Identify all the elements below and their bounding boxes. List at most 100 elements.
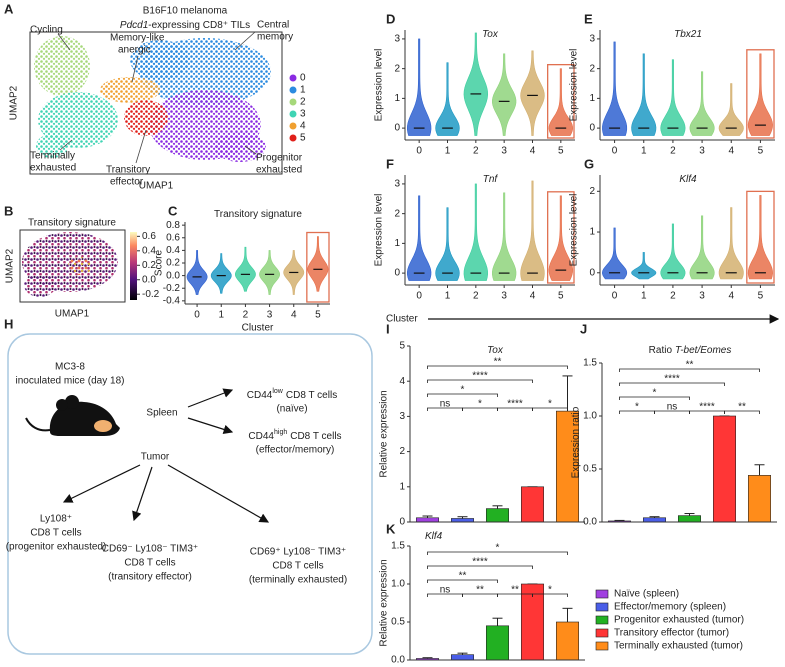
legend-label: 0: [300, 73, 306, 84]
legend-swatch: [289, 74, 297, 82]
population: CD8 T cells: [124, 558, 175, 569]
significance-bracket: [427, 579, 498, 583]
y-axis-label: Relative expression: [379, 559, 390, 646]
y-tick-label: 0.6: [166, 232, 180, 243]
y-tick-label: 0.2: [166, 258, 180, 269]
significance-label: ****: [472, 371, 488, 382]
highlight-box: [746, 49, 775, 139]
y-tick-label: -0.4: [163, 295, 181, 306]
significance-label: **: [476, 585, 484, 596]
population: CD69⁺ Ly108⁻ TIM3⁺: [250, 547, 346, 558]
panel-label: E: [584, 11, 593, 26]
umap-frame: [19, 229, 126, 303]
y-tick-label: 1: [394, 238, 400, 249]
significance-label: *: [653, 388, 657, 399]
x-tick-label: 4: [728, 146, 734, 157]
y-tick-label: 1: [589, 227, 595, 238]
bar: [415, 517, 439, 523]
y-tick-label: 1.0: [391, 579, 405, 590]
chart-title: Tox: [487, 345, 504, 356]
panel-label: F: [386, 156, 394, 171]
violin: [747, 53, 773, 136]
legend-swatch: [289, 98, 297, 106]
x-axis-label: UMAP1: [55, 309, 90, 320]
y-tick-label: -0.2: [163, 283, 181, 294]
arrow: [62, 464, 141, 503]
chart-title: Transitory signature: [214, 209, 302, 220]
significance-label: *: [478, 399, 482, 410]
legend-swatch: [289, 122, 297, 130]
legend-label: Terminally exhausted (tumor): [614, 641, 743, 652]
x-tick-label: 2: [473, 146, 479, 157]
significance-label: **: [459, 571, 467, 582]
y-tick-label: 0: [589, 123, 595, 134]
violin: [718, 83, 744, 136]
x-tick-label: 1: [218, 310, 224, 321]
x-tick-label: 0: [194, 310, 200, 321]
legend-swatch: [289, 110, 297, 118]
gene: Pdcd1: [120, 20, 148, 31]
significance-label: *: [496, 543, 500, 554]
legend-label: 1: [300, 85, 306, 96]
subtitle-rest: -expressing CD8⁺ TILs: [148, 20, 250, 31]
violin: [186, 250, 208, 295]
highlight-box: [306, 231, 330, 303]
x-tick-label: 4: [530, 291, 536, 302]
significance-bracket: [724, 410, 760, 414]
marker-level: low: [272, 388, 283, 395]
x-tick-label: 3: [267, 310, 273, 321]
title-text: Transitory signature: [214, 209, 302, 220]
y-tick-label: 2: [589, 63, 595, 74]
violin: [689, 71, 715, 136]
bar-legend: Naïve (spleen) Effector/memory (spleen) Pr…: [595, 589, 744, 652]
violin: [660, 59, 686, 136]
significance-label: ****: [507, 399, 523, 410]
cluster-cells: [36, 134, 68, 158]
arrow: [167, 464, 270, 523]
signature-title: Transitory signature: [28, 218, 116, 229]
y-tick-label: 3: [589, 34, 595, 45]
population-note: (naïve): [276, 404, 307, 415]
leader: [234, 31, 256, 51]
y-tick-label: 0.5: [391, 617, 405, 628]
umap-subtitle: Pdcd1-expressing CD8⁺ TILs: [120, 20, 250, 31]
annotation: anergic: [118, 45, 151, 56]
significance-label: ****: [699, 402, 715, 413]
bar: [712, 415, 736, 523]
y-tick-label: 0: [399, 517, 405, 528]
x-axis-label: UMAP1: [139, 181, 174, 192]
title-gene: Tox: [487, 345, 504, 356]
population: CD8 T cells: [272, 561, 323, 572]
legend-label: 5: [300, 133, 306, 144]
arrow: [187, 388, 234, 408]
significance-label: ns: [440, 585, 451, 596]
legend-swatch: [595, 602, 609, 612]
significance-bracket: [427, 551, 568, 555]
y-axis-label: Expression level: [374, 194, 385, 267]
chart-title: Tox: [482, 29, 499, 40]
y-axis-label: Expression ratio: [571, 406, 582, 478]
legend-swatch: [595, 641, 609, 651]
violin: [548, 195, 574, 281]
y-tick-label: 2: [394, 208, 400, 219]
significance-label: *: [548, 399, 552, 410]
significance-bracket: [427, 565, 533, 569]
chart-title: Ratio T-bet/Eomes: [649, 345, 732, 356]
colorbar-tick-label: 0.2: [142, 260, 156, 271]
x-tick-label: 3: [501, 291, 507, 302]
x-axis-label: Cluster: [242, 323, 274, 334]
y-tick-label: 2: [394, 63, 400, 74]
legend-label: 2: [300, 97, 306, 108]
population-note: (progenitor exhausted): [6, 542, 107, 553]
umap-title: B16F10 melanoma: [143, 6, 228, 17]
legend-label: Naïve (spleen): [614, 589, 679, 600]
title-gene: T-bet/Eomes: [675, 345, 731, 356]
population: CD44high CD8 T cells: [248, 429, 341, 442]
legend-swatch: [595, 628, 609, 638]
cluster-cells: [214, 132, 266, 162]
x-tick-label: 3: [501, 146, 507, 157]
marker: CD44: [247, 390, 273, 401]
y-axis-label: Expression level: [569, 194, 580, 267]
